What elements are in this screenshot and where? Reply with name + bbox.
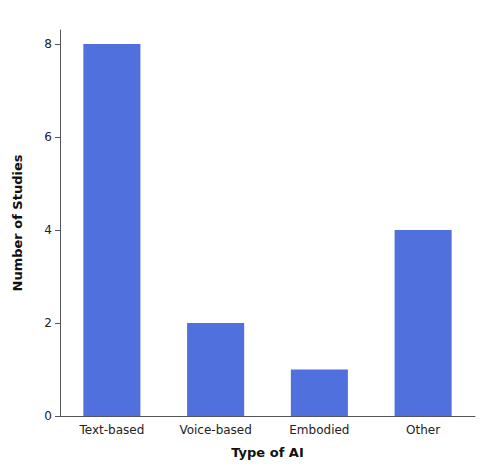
svg-text:4: 4 — [44, 223, 52, 237]
svg-text:Voice-based: Voice-based — [179, 423, 252, 437]
svg-text:6: 6 — [44, 130, 52, 144]
svg-text:Embodied: Embodied — [289, 423, 349, 437]
svg-text:Type of AI: Type of AI — [231, 445, 303, 460]
svg-text:0: 0 — [44, 409, 52, 423]
svg-text:Other: Other — [406, 423, 440, 437]
svg-text:8: 8 — [44, 37, 52, 51]
svg-text:Text-based: Text-based — [78, 423, 144, 437]
svg-text:2: 2 — [44, 316, 52, 330]
svg-text:Number of Studies: Number of Studies — [10, 154, 25, 291]
